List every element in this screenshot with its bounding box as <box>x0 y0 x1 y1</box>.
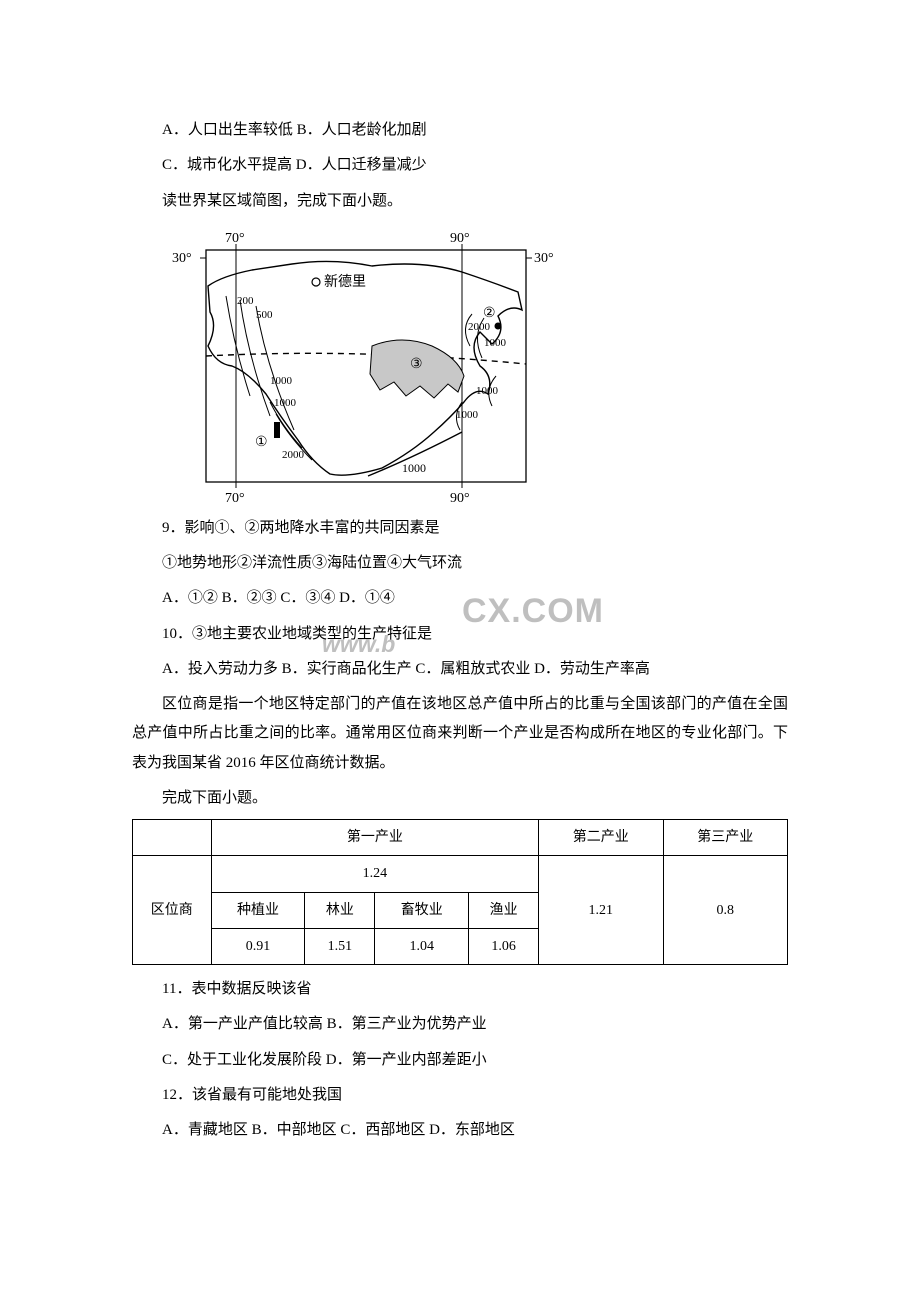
marker-2: ② <box>483 306 496 321</box>
table-cell: 1.04 <box>375 928 469 964</box>
map-axis-label: 90° <box>450 231 470 246</box>
map-axis-label: 30° <box>534 251 554 266</box>
map-figure: 70° 90° 30° 30° <box>162 226 556 506</box>
table-cell: 1.21 <box>539 856 663 965</box>
option-row-with-watermark: A．①② B．②③ C．③④ D．①④ CX.COM <box>132 584 788 613</box>
isoline-label: 500 <box>256 309 273 321</box>
isoline-label: 1000 <box>402 461 426 475</box>
table-header: 第一产业 <box>211 820 538 856</box>
table-header: 第三产业 <box>663 820 788 856</box>
option-line: A．第一产业产值比较高 B．第三产业为优势产业 <box>132 1010 788 1039</box>
marker-3: ③ <box>410 357 423 372</box>
table-cell: 0.8 <box>663 856 788 965</box>
question-row-with-watermark: 10．③地主要农业地域类型的生产特征是 www.b <box>132 620 788 649</box>
map-axis-label: 90° <box>450 491 470 506</box>
question-line: 12．该省最有可能地处我国 <box>132 1081 788 1110</box>
question-line: 10．③地主要农业地域类型的生产特征是 <box>132 620 788 649</box>
map-axis-label: 70° <box>225 491 245 506</box>
page-container: A．人口出生率较低 B．人口老龄化加剧 C．城市化水平提高 D．人口迁移量减少 … <box>0 0 920 1302</box>
row-label-cell: 区位商 <box>133 856 212 965</box>
map-axis-label: 70° <box>225 231 245 246</box>
marker-1: ① <box>255 435 268 450</box>
isoline-label: 1000 <box>274 397 297 409</box>
option-line: A．青藏地区 B．中部地区 C．西部地区 D．东部地区 <box>132 1116 788 1145</box>
isoline-label: 2000 <box>468 321 491 333</box>
option-line: C．城市化水平提高 D．人口迁移量减少 <box>132 151 788 180</box>
option-line: C．处于工业化发展阶段 D．第一产业内部差距小 <box>132 1046 788 1075</box>
instruction-line: 读世界某区域简图，完成下面小题。 <box>132 187 788 216</box>
isoline-label: 1000 <box>270 375 293 387</box>
question-line: 11．表中数据反映该省 <box>132 975 788 1004</box>
locational-quotient-table: 第一产业 第二产业 第三产业 区位商 1.24 1.21 0.8 种植业 林业 … <box>132 819 788 965</box>
table-subheader: 畜牧业 <box>375 892 469 928</box>
option-line: A．①② B．②③ C．③④ D．①④ <box>132 584 788 613</box>
option-line: A．投入劳动力多 B．实行商品化生产 C．属粗放式农业 D．劳动生产率高 <box>132 655 788 684</box>
table-subheader: 林业 <box>305 892 375 928</box>
table-cell: 1.06 <box>469 928 539 964</box>
isoline-label: 200 <box>237 295 254 307</box>
isoline-label: 2000 <box>282 449 305 461</box>
map-axis-label: 30° <box>172 251 192 266</box>
isoline-label: 1000 <box>484 337 507 349</box>
question-line: 9．影响①、②两地降水丰富的共同因素是 <box>132 514 788 543</box>
question-sub-line: ①地势地形②洋流性质③海陆位置④大气环流 <box>132 549 788 578</box>
isoline-label: 1000 <box>476 385 499 397</box>
option-line: A．人口出生率较低 B．人口老龄化加剧 <box>132 116 788 145</box>
table-cell: 1.24 <box>211 856 538 892</box>
map-svg: 70° 90° 30° 30° <box>162 226 556 506</box>
table-header: 第二产业 <box>539 820 663 856</box>
table-cell: 0.91 <box>211 928 305 964</box>
city-marker <box>312 278 320 286</box>
paragraph-intro: 区位商是指一个地区特定部门的产值在该地区总产值中所占的比重与全国该部门的产值在全… <box>132 690 788 778</box>
table-row: 第一产业 第二产业 第三产业 <box>133 820 788 856</box>
marker-1-flag <box>274 422 280 438</box>
marker-2-dot <box>495 322 502 329</box>
table-subheader: 渔业 <box>469 892 539 928</box>
table-cell: 1.51 <box>305 928 375 964</box>
table-row: 区位商 1.24 1.21 0.8 <box>133 856 788 892</box>
instruction-line: 完成下面小题。 <box>132 784 788 813</box>
isoline-label: 1000 <box>456 409 479 421</box>
city-label: 新德里 <box>324 274 366 290</box>
table-subheader: 种植业 <box>211 892 305 928</box>
